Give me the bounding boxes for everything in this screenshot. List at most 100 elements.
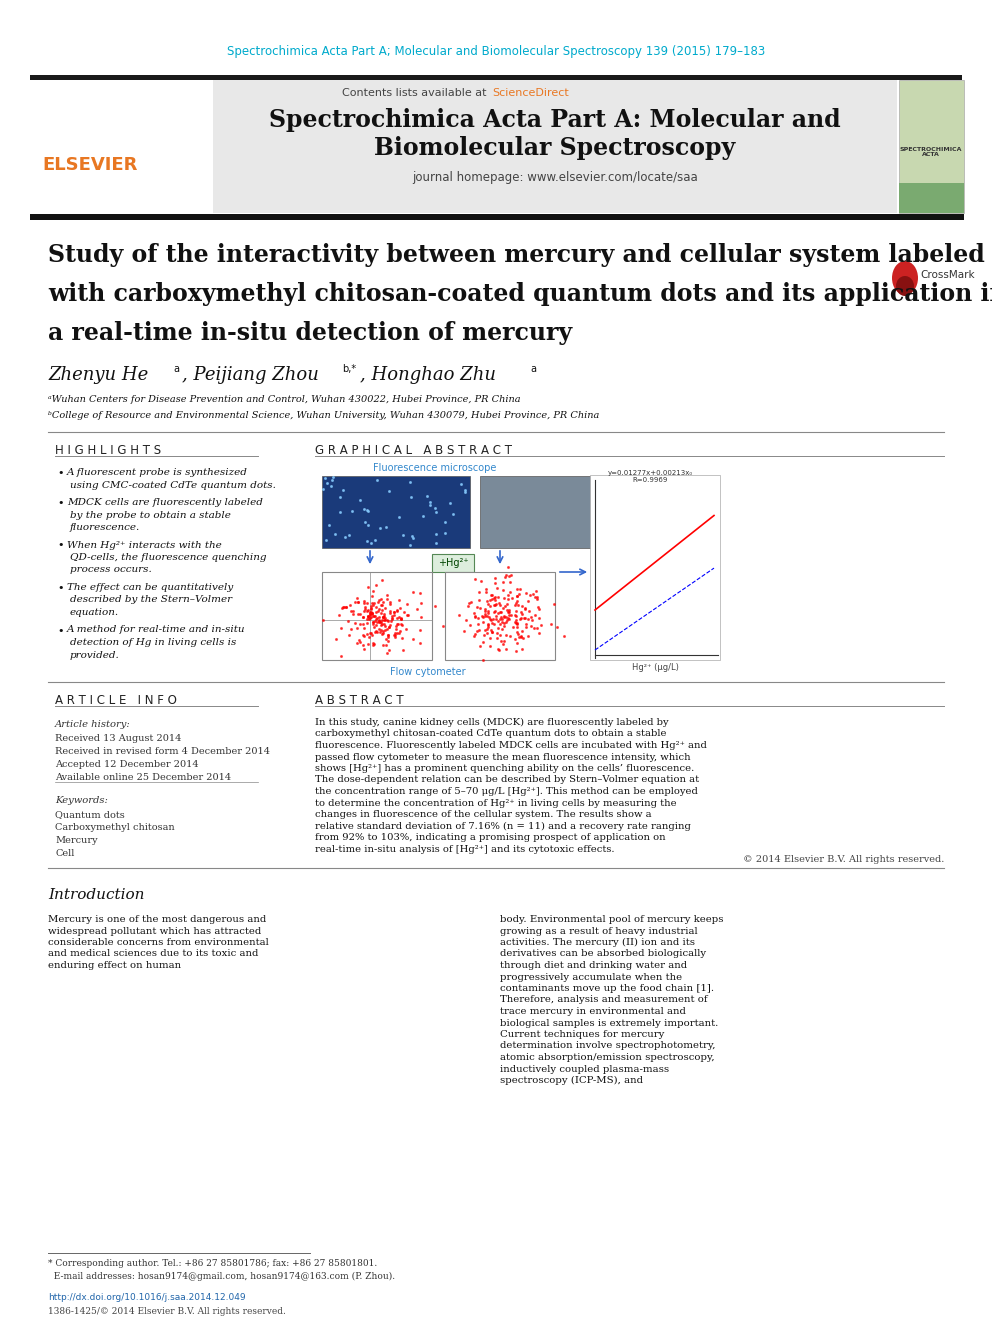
Point — [471, 581, 487, 602]
Point — [371, 610, 387, 631]
Point — [528, 581, 544, 602]
Point — [472, 635, 488, 656]
Point — [341, 624, 357, 646]
Point — [360, 605, 376, 626]
Point — [491, 593, 507, 614]
Point — [514, 603, 530, 624]
Point — [359, 593, 375, 614]
Point — [391, 589, 407, 610]
Point — [481, 606, 497, 627]
Point — [360, 606, 376, 627]
Point — [379, 589, 395, 610]
Point — [387, 627, 403, 648]
Text: journal homepage: www.elsevier.com/locate/saa: journal homepage: www.elsevier.com/locat… — [412, 171, 698, 184]
Text: * Corresponding author. Tel.: +86 27 85801786; fax: +86 27 85801801.: * Corresponding author. Tel.: +86 27 858… — [48, 1259, 377, 1267]
Point — [393, 609, 409, 630]
Text: body. Environmental pool of mercury keeps: body. Environmental pool of mercury keep… — [500, 916, 723, 923]
Point — [371, 589, 387, 610]
Point — [511, 583, 527, 605]
Text: A R T I C L E   I N F O: A R T I C L E I N F O — [55, 693, 177, 706]
Point — [510, 595, 526, 617]
Point — [482, 595, 498, 617]
Text: detection of Hg in living cells is: detection of Hg in living cells is — [70, 638, 236, 647]
Point — [362, 622, 378, 643]
Point — [367, 622, 383, 643]
Text: •: • — [57, 583, 63, 593]
Point — [514, 624, 530, 646]
Point — [502, 626, 518, 647]
Point — [399, 593, 415, 614]
Point — [382, 601, 398, 622]
Point — [475, 607, 491, 628]
Point — [488, 606, 504, 627]
Point — [362, 605, 378, 626]
Point — [484, 583, 500, 605]
Text: process occurs.: process occurs. — [70, 565, 152, 574]
Point — [496, 631, 512, 652]
Point — [479, 623, 495, 644]
Point — [477, 605, 493, 626]
Point — [488, 593, 504, 614]
Point — [392, 598, 408, 619]
Point — [368, 614, 384, 635]
Point — [524, 615, 540, 636]
Point — [363, 597, 379, 618]
Point — [369, 611, 385, 632]
Point — [480, 614, 496, 635]
Point — [500, 607, 516, 628]
Point — [377, 615, 393, 636]
Point — [497, 587, 513, 609]
Point — [391, 606, 407, 627]
Point — [363, 598, 379, 619]
Point — [469, 597, 485, 618]
Point — [355, 607, 371, 628]
Point — [386, 601, 402, 622]
Point — [486, 587, 502, 609]
Point — [362, 603, 378, 624]
Point — [365, 581, 381, 602]
Text: Mercury is one of the most dangerous and: Mercury is one of the most dangerous and — [48, 916, 266, 923]
Point — [500, 585, 516, 606]
Point — [388, 623, 404, 644]
Point — [349, 618, 365, 639]
Point — [359, 601, 375, 622]
Point — [516, 607, 532, 628]
Point — [362, 607, 378, 628]
Point — [364, 624, 380, 646]
Point — [494, 618, 510, 639]
Point — [487, 594, 503, 615]
Bar — [480, 476, 620, 548]
Point — [363, 606, 379, 627]
Point — [518, 607, 534, 628]
Text: Received in revised form 4 December 2014: Received in revised form 4 December 2014 — [55, 747, 270, 755]
Point — [487, 589, 503, 610]
Point — [379, 619, 395, 640]
Point — [414, 606, 430, 627]
Point — [480, 601, 496, 622]
Point — [330, 605, 346, 626]
Point — [391, 623, 407, 644]
Text: •: • — [57, 497, 63, 508]
Text: Fluorescence microscope: Fluorescence microscope — [373, 463, 497, 474]
Point — [363, 595, 379, 617]
Point — [490, 586, 506, 607]
Point — [365, 594, 381, 615]
Point — [501, 599, 517, 620]
Point — [508, 606, 524, 627]
Text: ScienceDirect: ScienceDirect — [492, 89, 568, 98]
Point — [482, 627, 498, 648]
Point — [373, 619, 389, 640]
Point — [368, 574, 384, 595]
Text: activities. The mercury (II) ion and its: activities. The mercury (II) ion and its — [500, 938, 695, 947]
Point — [475, 632, 491, 654]
Point — [496, 613, 512, 634]
Text: spectroscopy (ICP-MS), and: spectroscopy (ICP-MS), and — [500, 1076, 643, 1085]
Text: Accepted 12 December 2014: Accepted 12 December 2014 — [55, 759, 198, 769]
Text: QD-cells, the fluorescence quenching: QD-cells, the fluorescence quenching — [70, 553, 267, 562]
Point — [374, 594, 390, 615]
Point — [519, 617, 535, 638]
Point — [501, 605, 517, 626]
Point — [509, 586, 525, 607]
Point — [486, 594, 502, 615]
Bar — [322, 476, 470, 548]
